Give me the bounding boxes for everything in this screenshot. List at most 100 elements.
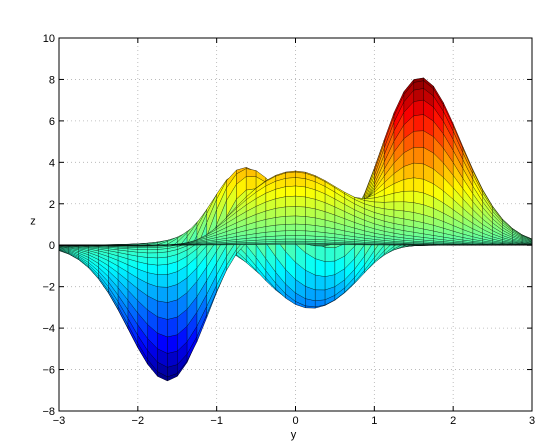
surface-face xyxy=(305,230,316,237)
surface-face xyxy=(275,224,286,232)
y-tick-label: −8 xyxy=(42,406,55,418)
surface-face xyxy=(305,196,316,210)
surface-face xyxy=(413,88,424,102)
surface-face xyxy=(295,241,306,244)
y-tick-label: 4 xyxy=(49,157,55,169)
surface-face xyxy=(285,185,296,197)
surface-face xyxy=(285,241,296,244)
axes xyxy=(58,37,533,412)
surface-face xyxy=(275,206,286,218)
surface-face xyxy=(324,243,336,245)
surface-face xyxy=(305,206,316,219)
surface-face xyxy=(246,176,257,191)
y-tick-label: −6 xyxy=(42,365,55,377)
surface-face xyxy=(315,231,326,238)
surface-face xyxy=(285,223,296,231)
surface-face xyxy=(285,243,296,245)
surface-face xyxy=(295,195,306,208)
surface-face xyxy=(295,215,306,225)
surface-face xyxy=(265,235,276,240)
surface-face xyxy=(305,216,316,226)
surface-face xyxy=(315,243,326,245)
surface-face xyxy=(236,244,247,245)
surface-face xyxy=(275,238,286,242)
surface-face xyxy=(167,350,178,368)
x-tick-label: 1 xyxy=(371,415,377,427)
surface-face xyxy=(285,171,296,179)
surface-face xyxy=(285,177,296,187)
surface-face xyxy=(157,274,168,288)
surface-face xyxy=(265,224,276,233)
surface-face xyxy=(246,244,257,245)
surface-face xyxy=(305,224,316,232)
surface-face xyxy=(285,230,296,236)
x-tick-label: 2 xyxy=(450,415,456,427)
surface-face xyxy=(137,249,148,254)
surface-face xyxy=(295,243,306,245)
surface-face xyxy=(334,244,345,245)
surface-face xyxy=(413,99,424,116)
surface-face xyxy=(167,284,178,303)
surface-face xyxy=(137,246,148,248)
surface-face xyxy=(255,243,267,245)
surface-face xyxy=(393,191,405,203)
surface-face xyxy=(403,190,414,203)
surface-face xyxy=(265,231,276,237)
surface-face xyxy=(147,263,158,275)
x-tick-label: −2 xyxy=(132,415,145,427)
surface-face xyxy=(157,300,168,320)
surface-face xyxy=(285,235,296,240)
surface-face xyxy=(295,235,306,240)
surface-face xyxy=(275,196,286,209)
surface-face xyxy=(295,238,306,242)
surface-mesh xyxy=(58,77,533,382)
surface-face xyxy=(413,147,424,165)
surface-face xyxy=(285,238,296,242)
surface-face xyxy=(295,230,306,236)
y-tick-label: −2 xyxy=(42,282,55,294)
tick-labels: −3 −2 −1 0 1 2 3 −8 −6 −4 −2 0 2 4 6 8 10 xyxy=(42,33,535,427)
surface-face xyxy=(384,201,395,211)
x-tick-label: −3 xyxy=(53,415,66,427)
surface-face xyxy=(403,177,414,192)
surface-face xyxy=(324,260,336,277)
surface-face xyxy=(295,185,306,198)
surface-face xyxy=(315,289,326,301)
surface-face xyxy=(265,243,276,245)
surface-face xyxy=(157,286,168,303)
surface-face xyxy=(147,249,158,254)
surface-face xyxy=(275,235,286,240)
surface-face xyxy=(305,243,316,245)
surface-face xyxy=(393,201,405,212)
surface-face xyxy=(167,316,178,338)
y-tick-label: 10 xyxy=(43,33,55,45)
surface-face xyxy=(413,190,424,206)
surface-face xyxy=(295,177,306,188)
x-tick-label: 3 xyxy=(529,415,535,427)
surface-face xyxy=(413,177,424,194)
surface-face xyxy=(167,334,178,354)
y-tick-label: 6 xyxy=(49,116,55,128)
surface-face xyxy=(413,130,424,148)
surface-face xyxy=(315,236,326,241)
x-tick-label: 0 xyxy=(292,415,298,427)
surface-face xyxy=(167,299,178,320)
surface-face xyxy=(275,230,286,237)
surface-face xyxy=(285,215,296,225)
surface-face xyxy=(315,274,326,291)
surface-face xyxy=(137,247,148,250)
x-axis-label: y xyxy=(291,429,297,441)
surface-face xyxy=(413,114,424,132)
x-tick-label: −1 xyxy=(210,415,223,427)
surface-face xyxy=(324,247,336,262)
surface-face xyxy=(285,195,296,208)
surface-face xyxy=(403,201,414,213)
surface-face xyxy=(147,252,158,259)
y-tick-label: −4 xyxy=(42,323,55,335)
surface-face xyxy=(305,235,316,240)
y-tick-label: 0 xyxy=(49,240,55,252)
y-tick-label: 8 xyxy=(49,74,55,86)
surface-face xyxy=(147,257,158,266)
surface-face xyxy=(295,206,306,217)
